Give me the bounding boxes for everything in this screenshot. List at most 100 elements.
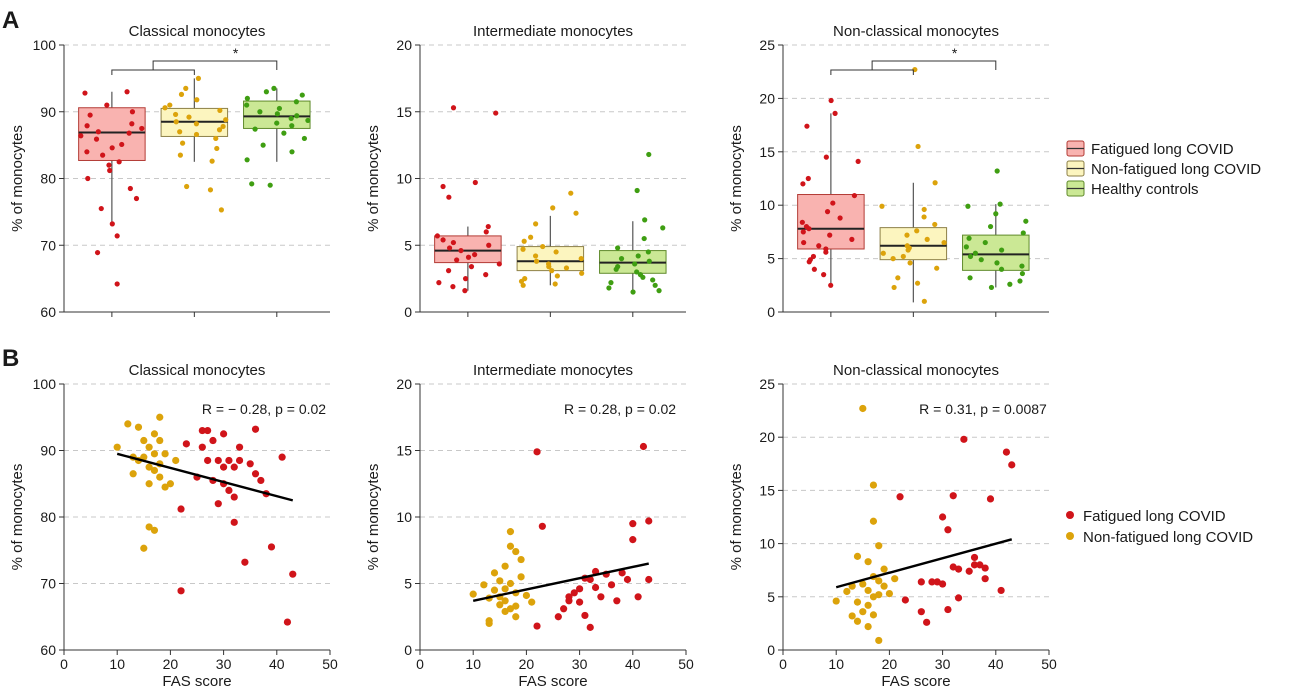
data-point <box>652 282 658 288</box>
data-point <box>914 280 921 286</box>
data-point <box>113 443 121 451</box>
data-point <box>145 443 153 451</box>
data-point <box>987 223 994 230</box>
y-tick-label: 10 <box>759 197 775 213</box>
data-point <box>289 570 297 578</box>
data-point <box>528 598 536 606</box>
data-point <box>278 453 286 461</box>
data-point <box>249 181 255 187</box>
y-tick-label: 80 <box>40 509 56 525</box>
legend-a-item-healthy: Healthy controls <box>1066 180 1199 198</box>
data-point <box>823 154 829 160</box>
data-point <box>139 125 145 132</box>
data-point <box>235 456 244 465</box>
data-point <box>576 585 584 593</box>
data-point <box>586 575 594 584</box>
data-point <box>880 582 888 590</box>
data-point <box>468 264 475 270</box>
data-point <box>145 523 153 531</box>
y-tick-label: 10 <box>396 509 412 525</box>
data-point <box>864 622 872 631</box>
data-point <box>635 253 641 259</box>
data-point <box>150 430 159 438</box>
data-point <box>246 460 254 468</box>
data-point <box>570 589 578 597</box>
data-point <box>806 226 812 232</box>
x-tick-label: 10 <box>109 656 125 672</box>
data-point <box>490 569 499 577</box>
x-axis-label: FAS score <box>881 673 950 689</box>
data-point <box>485 223 491 230</box>
data-point <box>251 470 260 478</box>
data-point <box>904 232 910 238</box>
data-point <box>650 277 656 283</box>
data-point <box>244 157 250 163</box>
data-point <box>274 111 280 117</box>
data-point <box>129 109 136 115</box>
data-point <box>573 210 579 216</box>
data-point <box>923 618 931 626</box>
significance-star: * <box>233 45 239 61</box>
data-point <box>493 110 499 116</box>
data-point <box>895 275 901 281</box>
data-point <box>917 608 925 616</box>
data-point <box>579 270 585 276</box>
data-point <box>533 622 541 630</box>
data-point <box>436 280 442 286</box>
data-point <box>198 443 206 451</box>
data-point <box>851 192 858 199</box>
data-point <box>501 607 509 616</box>
data-point <box>934 265 940 271</box>
data-point <box>623 575 632 584</box>
data-point <box>823 249 829 255</box>
data-point <box>134 423 143 431</box>
data-point <box>900 253 906 260</box>
data-point <box>440 237 446 243</box>
data-point <box>244 95 250 101</box>
x-tick-label: 20 <box>882 656 898 672</box>
data-point <box>177 505 185 513</box>
data-point <box>832 597 840 605</box>
data-point <box>891 284 897 291</box>
data-point <box>1023 218 1029 224</box>
y-axis-label: % of monocytes <box>365 464 382 571</box>
data-point <box>100 152 106 158</box>
legend-a-item-fatigued: Fatigued long COVID <box>1066 140 1234 158</box>
data-point <box>446 194 452 200</box>
data-point <box>997 201 1003 207</box>
data-point <box>271 85 277 91</box>
legend-b-item-fatigued: Fatigued long COVID <box>1066 508 1226 525</box>
data-point <box>109 221 115 227</box>
data-point <box>501 585 509 593</box>
data-point <box>645 517 653 525</box>
data-point <box>440 183 446 190</box>
data-point <box>87 112 93 118</box>
data-point <box>645 249 651 255</box>
data-point <box>552 281 558 287</box>
y-tick-label: 15 <box>396 443 412 459</box>
x-tick-label: 50 <box>1041 656 1057 672</box>
data-point <box>289 123 295 129</box>
y-tick-label: 0 <box>404 642 412 658</box>
data-point <box>890 256 896 262</box>
data-point <box>640 274 646 280</box>
data-point <box>209 158 215 164</box>
data-point <box>896 493 904 501</box>
y-axis-label: % of monocytes <box>728 125 745 232</box>
data-point <box>94 249 101 256</box>
data-point <box>921 298 927 304</box>
data-point <box>921 214 927 220</box>
data-point <box>563 265 570 271</box>
data-point <box>1019 263 1025 269</box>
legend-b: Fatigued long COVID Non-fatigued long CO… <box>1066 508 1253 546</box>
data-point <box>506 542 515 550</box>
y-tick-label: 10 <box>759 536 775 552</box>
data-point <box>501 562 509 570</box>
data-point <box>496 261 502 267</box>
data-point <box>634 593 642 601</box>
data-point <box>641 235 647 242</box>
data-point <box>209 436 217 445</box>
data-point <box>540 243 546 250</box>
data-point <box>161 483 169 491</box>
data-point <box>156 473 164 481</box>
